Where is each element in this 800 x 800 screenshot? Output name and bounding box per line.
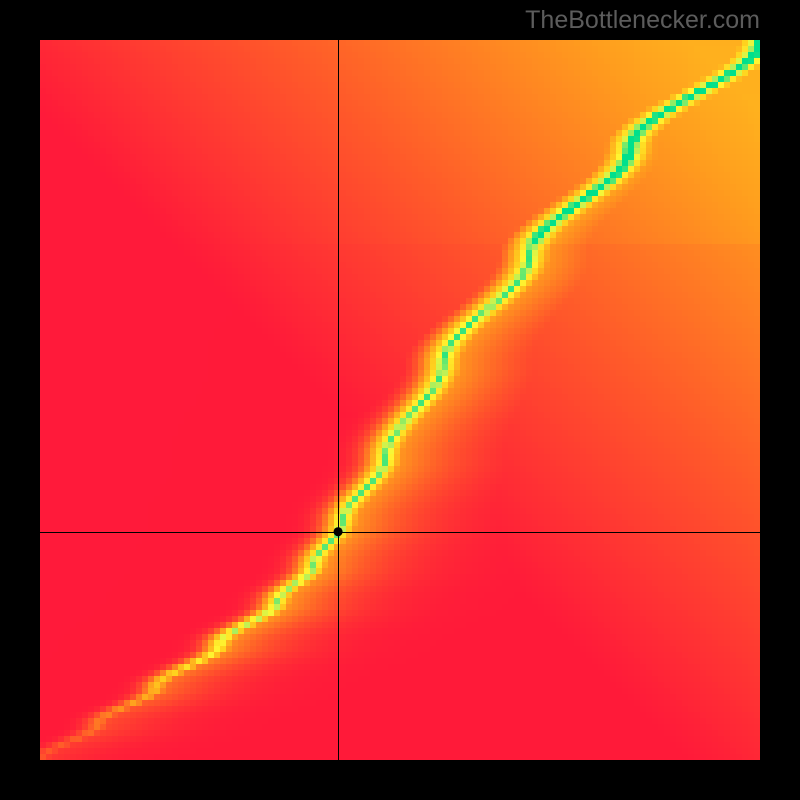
overlay-canvas — [0, 0, 800, 800]
chart-container: TheBottlenecker.com — [0, 0, 800, 800]
